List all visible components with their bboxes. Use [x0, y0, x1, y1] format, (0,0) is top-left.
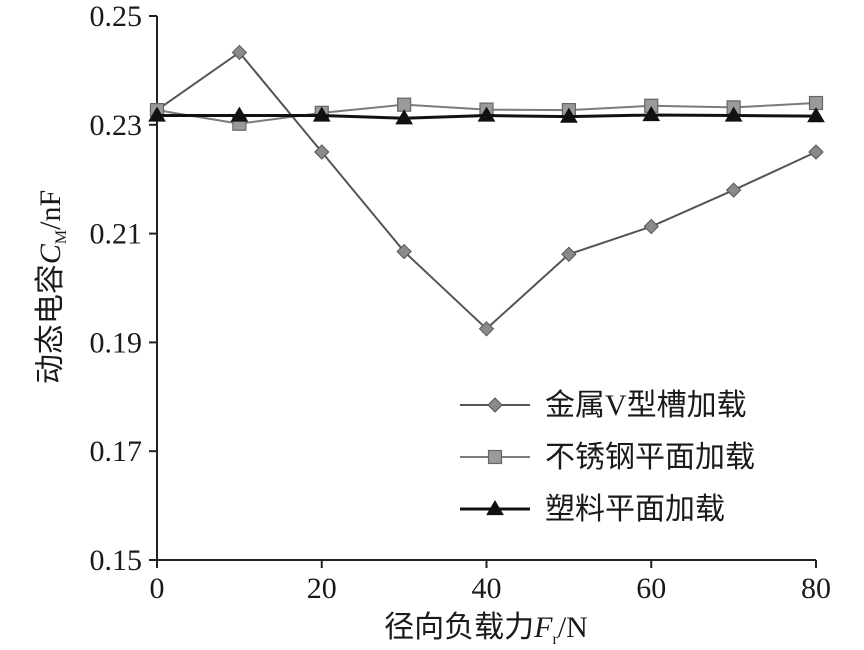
y-tick-label: 0.21 — [90, 218, 143, 251]
data-point — [560, 107, 578, 123]
data-point — [395, 109, 413, 125]
x-axis-title: 径向负载力Fr/N — [384, 611, 588, 648]
data-point — [725, 182, 742, 198]
legend-label: 金属V型槽加载 — [545, 389, 747, 422]
x-tick-label: 20 — [307, 572, 337, 605]
x-axis-title-subscript: r — [553, 631, 559, 648]
data-point — [231, 44, 248, 61]
legend-item-1: 金属V型槽加载 — [460, 389, 747, 422]
data-point — [148, 106, 166, 122]
y-tick-label: 0.25 — [90, 0, 143, 33]
data-point — [397, 97, 412, 112]
x-axis-title-text: 径向负载力 — [384, 611, 534, 644]
y-tick-label: 0.17 — [90, 435, 143, 468]
data-point — [312, 106, 331, 122]
data-point — [314, 144, 330, 160]
data-point — [477, 106, 496, 122]
x-tick-label: 0 — [150, 572, 165, 605]
series-line — [156, 51, 817, 331]
data-point — [643, 218, 659, 235]
data-point — [724, 106, 743, 122]
legend-item-2: 不锈钢平面加载 — [460, 441, 755, 474]
data-point — [230, 106, 249, 122]
y-axis-title-text: 动态电容 — [34, 264, 67, 384]
legend-item-3: 塑料平面加载 — [460, 493, 725, 526]
legend-marker — [487, 449, 503, 465]
series-3 — [148, 106, 825, 125]
data-point — [807, 107, 825, 123]
legend-label: 塑料平面加载 — [545, 493, 725, 526]
y-tick-label: 0.23 — [90, 109, 143, 142]
data-point — [561, 246, 577, 262]
axes: 0.15 0.17 0.19 0.21 0.23 0.25 0 20 40 60 80 — [90, 0, 832, 605]
x-axis-title-symbol: F — [533, 611, 553, 644]
x-tick-label: 60 — [636, 572, 666, 605]
legend-marker — [486, 500, 504, 516]
legend-marker — [487, 397, 503, 413]
y-tick-label: 0.19 — [90, 326, 143, 359]
series-layer — [148, 44, 825, 337]
y-axis-title-unit: /nF — [34, 190, 67, 230]
y-axis-title-symbol: C — [34, 243, 67, 264]
y-axis-title: 动态电容CM/nF — [34, 190, 70, 384]
data-point — [808, 144, 824, 160]
series-1 — [149, 44, 824, 337]
x-tick-label: 40 — [472, 572, 502, 605]
data-point — [396, 243, 412, 260]
legend-label: 不锈钢平面加载 — [545, 441, 755, 474]
data-point — [478, 321, 495, 337]
x-tick-label: 80 — [801, 572, 831, 605]
y-axis-title-subscript: M — [53, 230, 70, 244]
x-axis-title-unit: /N — [558, 611, 588, 644]
data-point — [642, 106, 661, 122]
y-tick-label: 0.15 — [90, 544, 143, 577]
